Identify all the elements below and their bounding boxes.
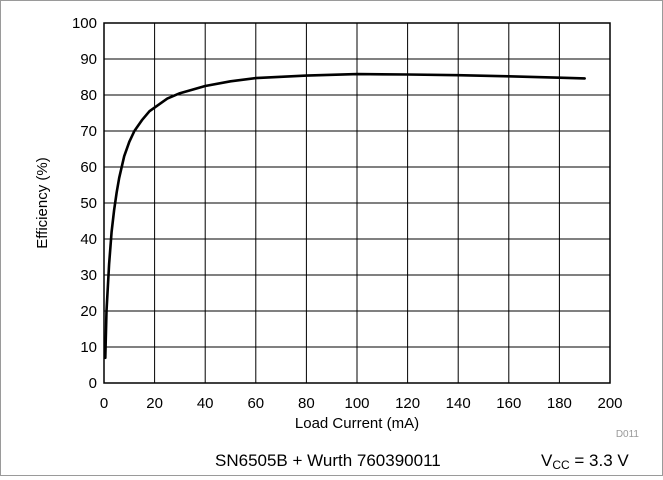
caption-part-number: SN6505B + Wurth 760390011 xyxy=(215,451,441,470)
x-tick-label: 100 xyxy=(344,395,369,412)
efficiency-line xyxy=(104,72,586,360)
x-axis-label: Load Current (mA) xyxy=(295,415,419,432)
y-tick-label: 60 xyxy=(80,159,97,176)
x-tick-label: 0 xyxy=(100,395,108,412)
x-tick-label: 200 xyxy=(597,395,622,412)
figure-identifier: D011 xyxy=(616,429,640,440)
tick-labels: 0 20 40 60 80 100 120 140 160 180 200 0 10 20 30 40 50 60… xyxy=(72,15,623,412)
y-tick-label: 50 xyxy=(80,195,97,212)
y-tick-label: 10 xyxy=(80,339,97,356)
y-tick-label: 20 xyxy=(80,303,97,320)
plot-border xyxy=(103,22,611,384)
vcc-subscript: CC xyxy=(552,458,570,472)
vcc-symbol: V xyxy=(541,451,553,470)
series-group xyxy=(104,72,586,360)
x-tick-label: 120 xyxy=(395,395,420,412)
x-tick-label: 140 xyxy=(446,395,471,412)
y-axis-label: Efficiency (%) xyxy=(34,157,51,248)
y-tick-label: 40 xyxy=(80,231,97,248)
y-tick-label: 70 xyxy=(80,123,97,140)
x-tick-label: 160 xyxy=(496,395,521,412)
x-tick-label: 80 xyxy=(298,395,315,412)
y-tick-label: 80 xyxy=(80,87,97,104)
caption-vcc: VCC = 3.3 V xyxy=(541,451,629,472)
vcc-value: = 3.3 V xyxy=(569,451,629,470)
y-tick-label: 90 xyxy=(80,51,97,68)
y-tick-label: 100 xyxy=(72,15,97,32)
y-tick-label: 0 xyxy=(89,375,97,392)
x-tick-label: 40 xyxy=(197,395,214,412)
x-tick-label: 60 xyxy=(247,395,264,412)
x-tick-label: 20 xyxy=(146,395,163,412)
y-tick-label: 30 xyxy=(80,267,97,284)
x-tick-label: 180 xyxy=(547,395,572,412)
